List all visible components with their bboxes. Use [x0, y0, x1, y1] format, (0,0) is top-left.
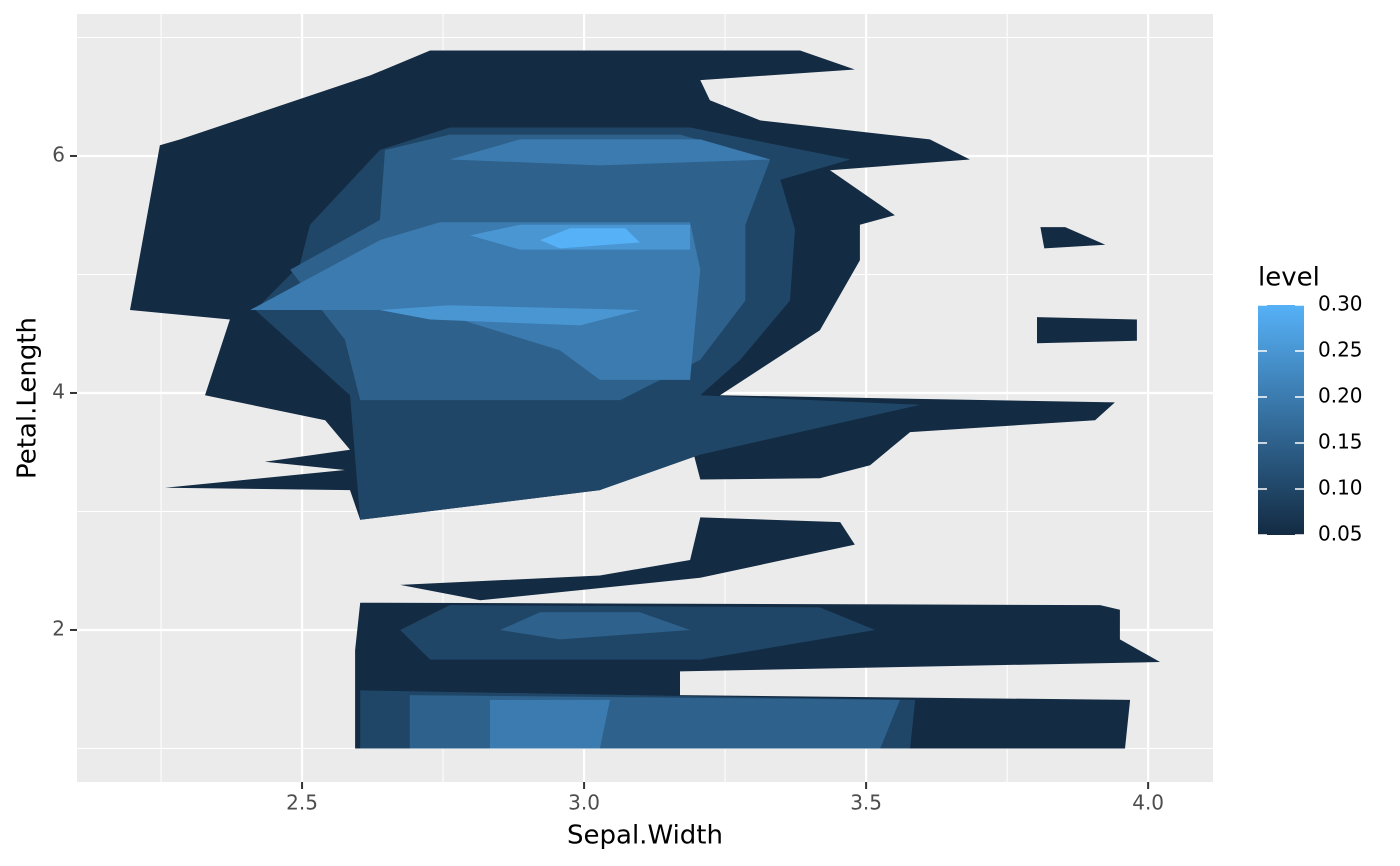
- contour-band: [250, 222, 701, 380]
- contour-band: [379, 305, 640, 326]
- contour-band: [400, 517, 855, 601]
- contour-band: [449, 139, 771, 166]
- contour-band: [409, 695, 900, 749]
- y-tick-label: 2: [52, 616, 65, 640]
- legend-title: level: [1258, 263, 1320, 293]
- x-tick-label: 3.0: [568, 791, 600, 815]
- legend-tick-label: 0.10: [1318, 476, 1363, 500]
- x-tick-label: 4.0: [1132, 791, 1164, 815]
- contour-band: [540, 228, 640, 249]
- x-axis-title: Sepal.Width: [567, 821, 723, 851]
- legend-tick-label: 0.15: [1318, 430, 1363, 454]
- y-tick-label: 6: [52, 142, 65, 166]
- y-tick-label: 4: [52, 379, 65, 403]
- legend-tick-label: 0.20: [1318, 384, 1363, 408]
- colorbar: [1258, 305, 1304, 535]
- legend-tick-label: 0.05: [1318, 522, 1363, 546]
- contour-band: [489, 699, 610, 749]
- contour-band: [1037, 317, 1137, 344]
- legend-tick-label: 0.30: [1318, 292, 1363, 316]
- y-axis-title: Petal.Length: [13, 317, 43, 479]
- legend-tick-label: 0.25: [1318, 338, 1363, 362]
- contour-band: [1040, 227, 1106, 249]
- x-tick-label: 2.5: [286, 791, 318, 815]
- x-tick-label: 3.5: [850, 791, 882, 815]
- contour-band: [500, 612, 691, 640]
